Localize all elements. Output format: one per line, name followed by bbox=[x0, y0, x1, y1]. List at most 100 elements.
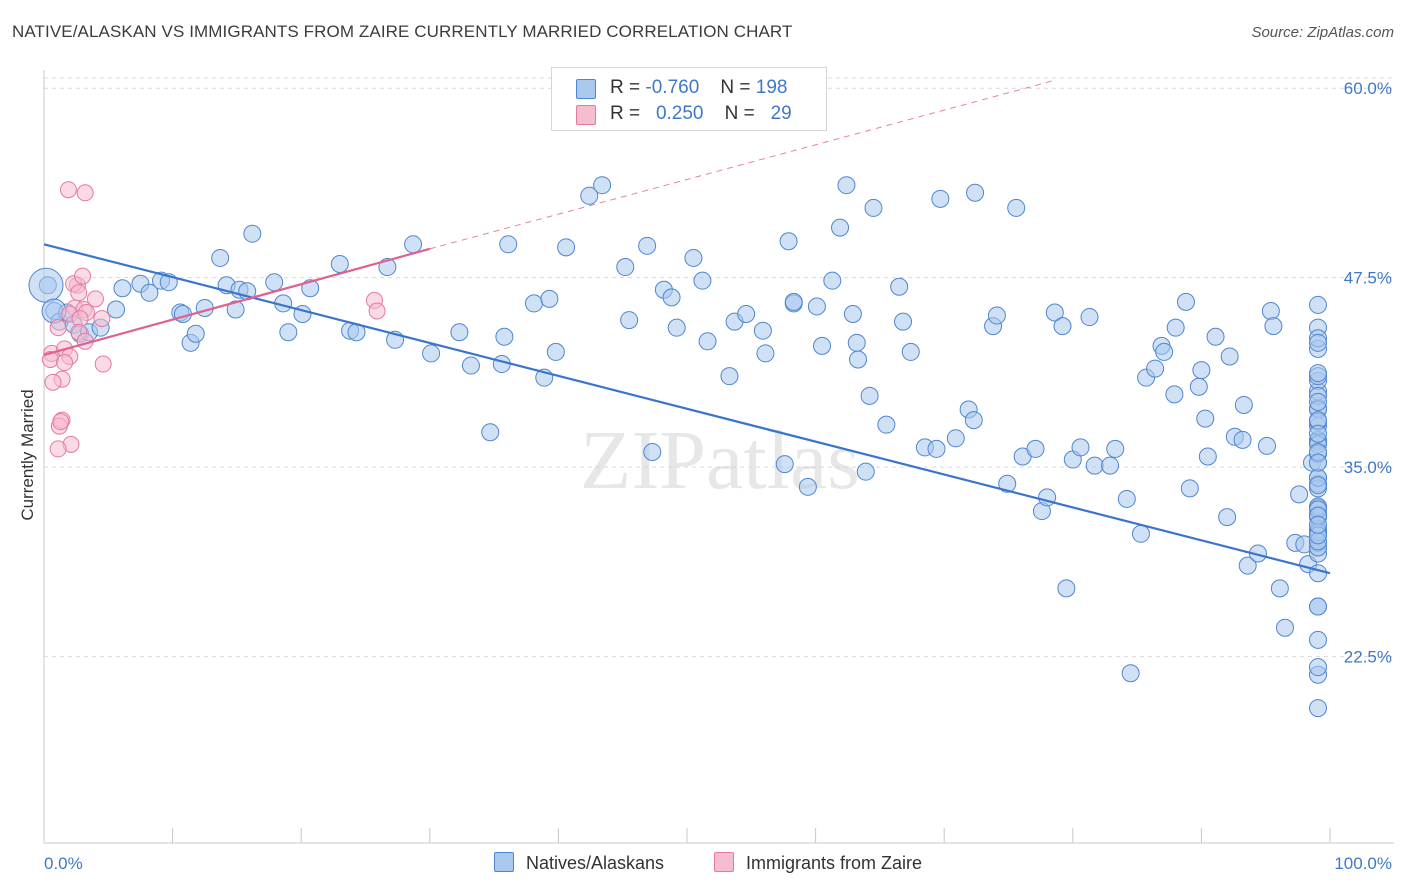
data-point-natives bbox=[620, 311, 639, 330]
legend-label-natives: Natives/Alaskans bbox=[526, 853, 665, 873]
data-point-natives bbox=[404, 235, 423, 254]
data-point-natives bbox=[1309, 424, 1327, 443]
data-point-natives bbox=[779, 232, 798, 251]
data-point-natives bbox=[807, 297, 826, 316]
data-point-natives bbox=[946, 429, 965, 448]
data-point-natives bbox=[1257, 436, 1276, 455]
data-point-natives bbox=[813, 336, 832, 355]
data-point-natives bbox=[279, 323, 298, 342]
data-point-zaire bbox=[52, 413, 70, 431]
legend-item-zaire: Immigrants from Zaire bbox=[714, 852, 922, 874]
x-tick-label: 100.0% bbox=[1334, 854, 1392, 873]
data-point-natives bbox=[1270, 579, 1289, 598]
data-point-zaire bbox=[49, 440, 67, 458]
data-point-natives bbox=[1007, 198, 1026, 217]
data-point-natives bbox=[1053, 317, 1072, 336]
data-point-natives bbox=[1309, 699, 1327, 718]
data-point-natives bbox=[450, 323, 469, 342]
data-point-natives bbox=[524, 294, 543, 313]
data-point-natives bbox=[481, 423, 500, 442]
legend-item-natives: Natives/Alaskans bbox=[494, 852, 664, 874]
data-point-natives bbox=[1198, 447, 1217, 466]
chart-title: NATIVE/ALASKAN VS IMMIGRANTS FROM ZAIRE … bbox=[12, 22, 793, 41]
data-point-natives bbox=[964, 411, 983, 430]
data-point-natives bbox=[931, 189, 950, 208]
data-point-natives bbox=[856, 462, 875, 481]
data-point-natives bbox=[1166, 318, 1185, 337]
data-point-natives bbox=[847, 333, 866, 352]
data-point-natives bbox=[1176, 292, 1195, 311]
data-point-zaire bbox=[86, 290, 104, 308]
data-point-natives bbox=[28, 267, 64, 303]
data-point-natives bbox=[784, 292, 803, 311]
data-point-natives bbox=[638, 236, 657, 255]
data-point-natives bbox=[1290, 485, 1309, 504]
data-point-natives bbox=[1309, 453, 1327, 472]
data-point-natives bbox=[823, 271, 842, 290]
legend-swatch-pink bbox=[576, 105, 596, 125]
legend-swatch-zaire bbox=[714, 852, 734, 872]
data-point-natives bbox=[864, 198, 883, 217]
data-point-zaire bbox=[74, 267, 92, 285]
data-point-zaire bbox=[93, 310, 111, 328]
data-point-natives bbox=[1261, 301, 1280, 320]
trend-line-zaire-extension bbox=[429, 80, 1054, 250]
data-point-natives bbox=[684, 248, 703, 267]
data-point-natives bbox=[1101, 456, 1120, 475]
series-immigrants-from-zaire bbox=[41, 181, 386, 458]
data-point-natives bbox=[753, 321, 772, 340]
data-point-natives bbox=[737, 305, 756, 324]
data-point-natives bbox=[186, 324, 205, 343]
data-point-zaire bbox=[59, 181, 77, 199]
trend-line-zaire bbox=[43, 247, 431, 357]
data-point-natives bbox=[1309, 564, 1327, 583]
data-point-natives bbox=[1180, 479, 1199, 498]
data-point-natives bbox=[1045, 303, 1064, 322]
data-point-natives bbox=[966, 183, 985, 202]
data-point-natives bbox=[1309, 630, 1327, 649]
data-point-natives bbox=[1309, 364, 1327, 383]
data-point-natives bbox=[1309, 658, 1327, 677]
data-point-natives bbox=[1233, 430, 1252, 449]
data-point-natives bbox=[243, 224, 262, 243]
data-point-natives bbox=[987, 306, 1006, 325]
data-point-natives bbox=[226, 300, 245, 319]
data-point-natives bbox=[616, 258, 635, 277]
data-point-natives bbox=[1071, 438, 1090, 457]
y-tick-label: 60.0% bbox=[1344, 79, 1392, 98]
data-point-natives bbox=[557, 238, 576, 257]
data-point-natives bbox=[422, 344, 441, 363]
data-point-natives bbox=[1121, 664, 1140, 683]
data-point-natives bbox=[1234, 395, 1253, 414]
data-point-natives bbox=[1220, 347, 1239, 366]
data-point-natives bbox=[1206, 327, 1225, 346]
data-point-natives bbox=[894, 312, 913, 331]
data-point-natives bbox=[461, 356, 480, 375]
data-point-natives bbox=[495, 327, 514, 346]
data-point-natives bbox=[1309, 333, 1327, 352]
y-tick-label: 22.5% bbox=[1344, 648, 1392, 667]
trend-line-natives bbox=[43, 243, 1331, 575]
axes bbox=[43, 70, 1394, 844]
trend-lines bbox=[43, 80, 1331, 575]
data-point-zaire bbox=[49, 319, 67, 337]
data-point-natives bbox=[140, 283, 159, 302]
data-point-natives bbox=[1057, 579, 1076, 598]
data-point-natives bbox=[1275, 618, 1294, 637]
data-point-natives bbox=[1309, 515, 1327, 534]
legend-correlation: R = -0.760 N = 198 R = 0.250 N = 29 bbox=[551, 67, 827, 131]
tick-labels: 22.5% 35.0% 47.5% 60.0% 0.0% 100.0% bbox=[44, 79, 1392, 873]
data-point-natives bbox=[1155, 342, 1174, 361]
legend-label-zaire: Immigrants from Zaire bbox=[746, 853, 923, 873]
data-point-natives bbox=[1117, 489, 1136, 508]
legend-stats-zaire: R = 0.250 N = 29 bbox=[610, 103, 792, 124]
data-point-natives bbox=[1309, 295, 1327, 314]
data-point-natives bbox=[849, 350, 868, 369]
source-label: Source: ZipAtlas.com bbox=[1251, 24, 1394, 41]
data-point-natives bbox=[798, 477, 817, 496]
legend-swatch-natives bbox=[494, 852, 514, 872]
data-point-zaire bbox=[44, 373, 62, 391]
data-point-natives bbox=[1026, 439, 1045, 458]
data-point-zaire bbox=[56, 354, 74, 372]
